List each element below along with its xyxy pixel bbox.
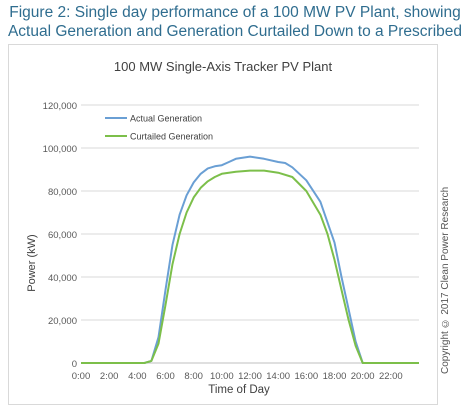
x-tick-label: 18:00 [323,371,347,382]
chart-title: 100 MW Single-Axis Tracker PV Plant [114,59,333,74]
y-axis-label: Power (kW) [26,234,38,291]
x-tick-label: 22:00 [379,371,403,382]
series-line-1 [81,155,419,364]
series-line-2 [81,169,419,364]
x-tick-label: 6:00 [156,371,175,382]
x-tick-label: 14:00 [266,371,290,382]
x-tick-label: 4:00 [128,371,147,382]
y-tick-label: 80,000 [48,187,77,198]
x-tick-label: 10:00 [210,371,234,382]
y-tick-label: 100,000 [43,144,77,155]
x-axis-ticks: 0:00 2:00 4:00 6:00 8:00 10:00 12:00 14:00 16:00… [72,371,403,382]
y-tick-label: 40,000 [48,273,77,284]
y-tick-label: 20,000 [48,316,77,327]
x-tick-label: 0:00 [72,371,91,382]
x-axis-label: Time of Day [208,384,270,396]
legend: Actual Generation Curtailed Generation [105,114,213,142]
x-tick-label: 8:00 [184,371,203,382]
y-tick-label: 0 [72,359,77,370]
chart-frame: 100 MW Single-Axis Tracker PV Plant 0 20,… [8,44,438,405]
series-lines [81,155,419,364]
copyright-notice: Copyright © 2017 Clean Power Research [440,186,451,374]
y-axis-ticks: 0 20,000 40,000 60,000 80,000 100,000 120,000 [43,101,77,370]
gridlines [81,104,419,321]
x-tick-label: 12:00 [238,371,262,382]
y-tick-label: 60,000 [48,230,77,241]
legend-label: Curtailed Generation [130,132,213,142]
x-tick-label: 16:00 [294,371,318,382]
x-tick-label: 20:00 [351,371,375,382]
legend-label: Actual Generation [130,114,202,124]
y-tick-label: 120,000 [43,101,77,112]
x-tick-label: 2:00 [100,371,119,382]
line-chart: 100 MW Single-Axis Tracker PV Plant 0 20,… [26,59,419,396]
